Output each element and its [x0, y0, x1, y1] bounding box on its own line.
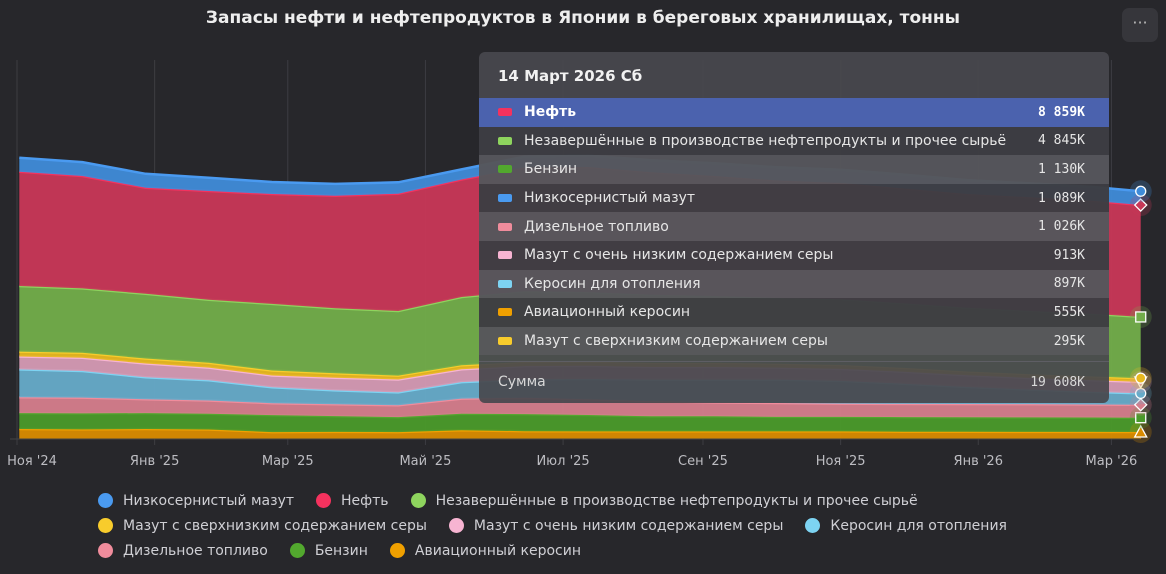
- series-swatch-icon: [498, 222, 512, 231]
- tooltip-sum-row: Сумма 19 608K: [479, 361, 1109, 402]
- tooltip-row: Низкосернистый мазут 1 089K: [479, 183, 1109, 213]
- series-swatch-icon: [498, 251, 512, 260]
- tooltip-row: Керосин для отопления 897K: [479, 269, 1109, 299]
- chart-title: Запасы нефти и нефтепродуктов в Японии в…: [205, 8, 961, 28]
- tooltip-series-value: 555K: [1053, 304, 1085, 320]
- tooltip-row: Авиационный керосин 555K: [479, 298, 1109, 327]
- legend-dot-icon: [98, 543, 113, 558]
- tooltip-row: Мазут с сверхнизким содержанием серы 295K: [479, 326, 1109, 356]
- tooltip-series-name: Мазут с очень низким содержанием серы: [524, 247, 834, 264]
- x-tick-label: Янв '26: [954, 454, 1003, 469]
- x-tick-label: Сен '25: [678, 454, 728, 469]
- tooltip-series-value: 1 089K: [1038, 190, 1085, 206]
- legend-dot-icon: [805, 518, 821, 533]
- area-series-5: [19, 351, 1141, 382]
- tooltip-series-value: 1 026K: [1038, 219, 1085, 235]
- legend-label: Бензин: [314, 542, 368, 559]
- tooltip-series-value: 4 845K: [1038, 133, 1085, 149]
- marker-diamond[interactable]: [1133, 397, 1148, 412]
- marker-square[interactable]: [1135, 412, 1147, 424]
- legend-label: Незавершённые в производстве нефтепродук…: [435, 492, 918, 509]
- x-tick-label: Май '25: [399, 454, 451, 469]
- marker-triangle-up[interactable]: [1133, 424, 1148, 438]
- tooltip-series-value: 897K: [1053, 276, 1085, 292]
- legend-dot-icon: [98, 493, 113, 508]
- marker-circle[interactable]: [1135, 185, 1147, 197]
- legend-label: Авиационный керосин: [414, 542, 581, 559]
- series-swatch-icon: [498, 165, 512, 174]
- tooltip-sum-value: 19 608K: [1030, 374, 1085, 390]
- x-tick-label: Ноя '25: [816, 454, 866, 469]
- tooltip-series-name: Дизельное топливо: [524, 218, 669, 235]
- legend-dot-icon: [289, 543, 305, 558]
- tooltip-row: Незавершённые в производстве нефтепродук…: [479, 126, 1109, 156]
- legend-item[interactable]: Незавершённые в производстве нефтепродук…: [410, 492, 918, 509]
- tooltip-series-name: Бензин: [524, 161, 578, 178]
- tooltip-series-name: Мазут с сверхнизким содержанием серы: [524, 333, 828, 350]
- marker-diamond[interactable]: [1133, 198, 1148, 212]
- tooltip-row: Дизельное топливо 1 026K: [479, 212, 1109, 241]
- tooltip-series-name: Незавершённые в производстве нефтепродук…: [524, 132, 1007, 149]
- series-swatch-icon: [498, 279, 512, 288]
- tooltip-row: Бензин 1 130K: [479, 155, 1109, 184]
- legend-dot-icon: [389, 543, 405, 558]
- series-swatch-icon: [498, 308, 512, 317]
- legend-item[interactable]: Мазут с очень низким содержанием серы: [448, 517, 784, 534]
- tooltip-sum-label: Сумма: [498, 374, 546, 391]
- legend-dot-icon: [448, 518, 464, 533]
- legend-row: Низкосернистый мазут Нефть Незавершённые в…: [98, 488, 1098, 513]
- marker-circle[interactable]: [1135, 372, 1147, 384]
- legend-item[interactable]: Авиационный керосин: [389, 542, 581, 559]
- marker-square[interactable]: [1135, 311, 1147, 323]
- legend-row: Дизельное топливо Бензин Авиационный керос…: [98, 538, 1098, 563]
- tooltip-series-value: 1 130K: [1038, 161, 1085, 177]
- legend-label: Дизельное топливо: [123, 542, 268, 559]
- ellipsis-icon: ···: [1132, 13, 1148, 32]
- tooltip-series-name: Низкосернистый мазут: [524, 190, 696, 207]
- tooltip-series-name: Авиационный керосин: [524, 304, 691, 321]
- legend-dot-icon: [98, 518, 113, 533]
- tooltip-row: Нефть 8 859K: [479, 98, 1109, 127]
- area-series-8: [19, 155, 1141, 205]
- tooltip-series-name: Керосин для отопления: [524, 275, 701, 292]
- legend: Низкосернистый мазут Нефть Незавершённые в…: [98, 488, 1098, 563]
- legend-label: Керосин для отопления: [830, 517, 1007, 534]
- legend-dot-icon: [410, 493, 426, 508]
- legend-row: Мазут с сверхнизким содержанием серы Мазу…: [98, 513, 1098, 538]
- x-tick-label: Мар '25: [262, 454, 314, 469]
- series-swatch-icon: [498, 108, 512, 117]
- series-swatch-icon: [498, 337, 512, 346]
- legend-label: Мазут с очень низким содержанием серы: [473, 517, 784, 534]
- legend-item[interactable]: Нефть: [316, 493, 389, 509]
- series-swatch-icon: [498, 136, 512, 145]
- legend-item[interactable]: Бензин: [289, 542, 368, 559]
- area-series-2: [19, 397, 1141, 418]
- tooltip-row: Мазут с очень низким содержанием серы 913…: [479, 240, 1109, 270]
- legend-item[interactable]: Дизельное топливо: [98, 543, 268, 559]
- legend-dot-icon: [316, 493, 332, 508]
- tooltip-series-name: Нефть: [524, 104, 577, 121]
- tooltip: 14 Март 2026 Сб Нефть 8 859K Незавершённые…: [479, 52, 1109, 403]
- chart-menu-button[interactable]: ···: [1122, 8, 1158, 42]
- series-swatch-icon: [498, 194, 512, 203]
- legend-item[interactable]: Мазут с сверхнизким содержанием серы: [98, 518, 427, 534]
- legend-label: Низкосернистый мазут: [123, 492, 295, 509]
- x-tick-label: Ноя '24: [7, 454, 57, 469]
- tooltip-series-value: 913K: [1053, 247, 1085, 263]
- tooltip-series-value: 295K: [1053, 333, 1085, 349]
- x-tick-label: Мар '26: [1086, 454, 1138, 469]
- x-tick-label: Янв '25: [130, 454, 179, 469]
- legend-label: Мазут с сверхнизким содержанием серы: [123, 517, 427, 534]
- x-tick-label: Июл '25: [536, 454, 589, 469]
- tooltip-series-value: 8 859K: [1038, 104, 1085, 120]
- legend-item[interactable]: Керосин для отопления: [805, 518, 1007, 534]
- legend-item[interactable]: Низкосернистый мазут: [98, 493, 294, 509]
- legend-label: Нефть: [341, 492, 389, 509]
- tooltip-date: 14 Март 2026 Сб: [498, 67, 643, 85]
